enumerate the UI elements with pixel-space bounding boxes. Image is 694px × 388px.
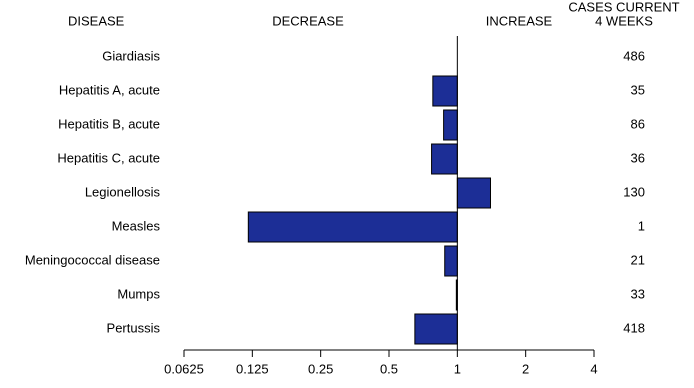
cases-value: 418 bbox=[623, 320, 645, 335]
cases-value: 36 bbox=[631, 150, 645, 165]
bar bbox=[247, 211, 458, 243]
x-tick-label: 0.0625 bbox=[164, 361, 204, 376]
category-label: Hepatitis C, acute bbox=[57, 150, 160, 165]
category-label: Giardiasis bbox=[102, 48, 160, 63]
x-tick-label: 2 bbox=[522, 361, 529, 376]
cases-value: 1 bbox=[638, 218, 645, 233]
cases-value: 33 bbox=[631, 286, 645, 301]
increase-label: INCREASE bbox=[486, 13, 553, 28]
x-tick-label: 0.125 bbox=[236, 361, 269, 376]
category-label: Meningococcal disease bbox=[25, 252, 160, 267]
bar bbox=[456, 177, 492, 209]
cases-value: 35 bbox=[631, 82, 645, 97]
category-label: Mumps bbox=[117, 286, 160, 301]
category-header: DISEASE bbox=[68, 13, 125, 28]
x-tick-label: 1 bbox=[454, 361, 461, 376]
bar bbox=[443, 109, 458, 141]
category-label: Hepatitis A, acute bbox=[59, 82, 160, 97]
cases-header: CASES CURRENT bbox=[568, 0, 679, 14]
category-label: Hepatitis B, acute bbox=[58, 116, 160, 131]
x-tick-label: 0.5 bbox=[380, 361, 398, 376]
x-tick-label: 4 bbox=[590, 361, 597, 376]
cases-value: 130 bbox=[623, 184, 645, 199]
category-label: Measles bbox=[112, 218, 161, 233]
bar bbox=[444, 245, 458, 277]
cases-value: 86 bbox=[631, 116, 645, 131]
category-label: Pertussis bbox=[107, 320, 161, 335]
x-tick-label: 0.25 bbox=[308, 361, 333, 376]
decrease-label: DECREASE bbox=[272, 13, 344, 28]
cases-header: 4 WEEKS bbox=[595, 13, 653, 28]
category-label: Legionellosis bbox=[85, 184, 161, 199]
bar bbox=[432, 75, 458, 107]
cases-value: 21 bbox=[631, 252, 645, 267]
bar bbox=[414, 313, 458, 345]
bar bbox=[431, 143, 458, 175]
cases-value: 486 bbox=[623, 48, 645, 63]
